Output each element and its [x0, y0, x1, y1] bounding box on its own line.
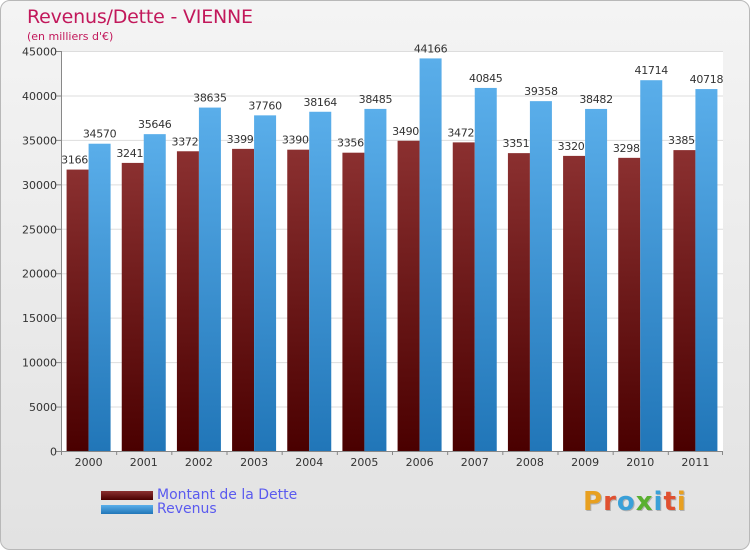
logo-letter: o: [616, 487, 636, 517]
y-tick-label: 30000: [22, 179, 57, 192]
revenus-value-label: 39358: [524, 85, 558, 98]
legend-label-revenus: Revenus: [157, 501, 217, 517]
dette-value-label: 3385: [668, 134, 695, 147]
logo-letter: i: [653, 487, 664, 517]
dette-value-label: 3390: [282, 134, 309, 147]
revenus-value-label: 40718: [690, 73, 724, 86]
chart-title: Revenus/Dette - VIENNE: [27, 6, 253, 28]
revenus-bar: [198, 107, 221, 452]
revenus-value-label: 34570: [83, 128, 117, 141]
legend-item-revenus: Revenus: [101, 501, 361, 518]
y-tick-label: 40000: [22, 90, 57, 103]
revenus-bar: [364, 108, 387, 452]
revenus-value-label: 41714: [635, 64, 669, 77]
revenus-value-label: 40845: [469, 72, 503, 85]
revenus-bar: [585, 108, 608, 451]
revenus-bar: [695, 89, 718, 451]
revenus-bar: [419, 58, 442, 452]
dette-value-label: 3166: [61, 154, 88, 167]
x-tick-label: 2000: [75, 456, 103, 469]
logo-letter: x: [635, 487, 654, 517]
x-tick-label: 2004: [295, 456, 323, 469]
revenus-value-label: 35646: [138, 118, 172, 131]
chart-subtitle: (en milliers d'€): [27, 30, 114, 43]
y-tick-label: 0: [50, 446, 57, 459]
logo-letter: i: [676, 487, 687, 517]
revenus-bar: [529, 101, 552, 451]
y-tick-label: 20000: [22, 268, 57, 281]
dette-value-label: 3399: [227, 133, 254, 146]
dette-bar: [66, 169, 89, 452]
dette-bar: [176, 151, 199, 451]
legend-swatch-dette: [101, 491, 153, 500]
plot-area: [61, 51, 723, 451]
proxiti-logo: Proxiti: [583, 487, 687, 517]
dette-bar: [563, 155, 586, 451]
revenus-bar: [474, 87, 497, 451]
dette-value-label: 3490: [392, 125, 419, 138]
x-tick-label: 2002: [185, 456, 213, 469]
revenus-value-label: 38635: [193, 92, 227, 105]
revenus-value-label: 38482: [579, 93, 613, 106]
x-tick-label: 2005: [350, 456, 378, 469]
dette-value-label: 3472: [447, 126, 474, 139]
dette-bar: [121, 162, 144, 451]
dette-bar: [287, 149, 310, 451]
dette-value-label: 3241: [116, 147, 143, 160]
dette-bar: [397, 140, 420, 451]
dette-bar: [232, 148, 255, 451]
dette-bar: [618, 157, 641, 451]
y-tick-label: 25000: [22, 223, 57, 236]
legend-item-dette: Montant de la Dette: [101, 487, 361, 504]
dette-bar: [342, 152, 365, 451]
revenus-bar: [640, 80, 663, 451]
y-tick-label: 35000: [22, 134, 57, 147]
legend-label-dette: Montant de la Dette: [157, 487, 298, 503]
y-tick-label: 5000: [29, 401, 57, 414]
x-tick-label: 2008: [516, 456, 544, 469]
x-tick-label: 2001: [130, 456, 158, 469]
revenus-value-label: 44166: [414, 42, 448, 55]
x-tick-label: 2006: [406, 456, 434, 469]
revenus-value-label: 37760: [248, 99, 282, 112]
revenus-bar: [143, 134, 166, 451]
dette-bar: [507, 153, 530, 451]
x-tick-label: 2009: [571, 456, 599, 469]
y-tick-label: 10000: [22, 357, 57, 370]
revenus-bar: [88, 143, 111, 451]
revenus-value-label: 38485: [359, 93, 393, 106]
y-tick-label: 15000: [22, 312, 57, 325]
dette-value-label: 3320: [558, 140, 585, 153]
logo-letter: r: [603, 487, 617, 517]
dette-value-label: 3351: [503, 137, 530, 150]
legend-swatch-revenus: [101, 505, 153, 514]
x-tick-label: 2010: [626, 456, 654, 469]
x-tick-label: 2011: [681, 456, 709, 469]
logo-letter: t: [663, 487, 677, 517]
x-tick-label: 2003: [240, 456, 268, 469]
dette-bar: [452, 142, 475, 451]
dette-bar: [673, 150, 696, 451]
dette-value-label: 3298: [613, 142, 640, 155]
revenus-bar: [309, 111, 332, 452]
revenus-bar: [254, 115, 277, 451]
y-tick-label: 45000: [22, 46, 57, 59]
dette-value-label: 3356: [337, 137, 364, 150]
revenus-value-label: 38164: [304, 96, 338, 109]
dette-value-label: 3372: [172, 135, 199, 148]
logo-letter: P: [583, 487, 604, 517]
x-tick-label: 2007: [461, 456, 489, 469]
